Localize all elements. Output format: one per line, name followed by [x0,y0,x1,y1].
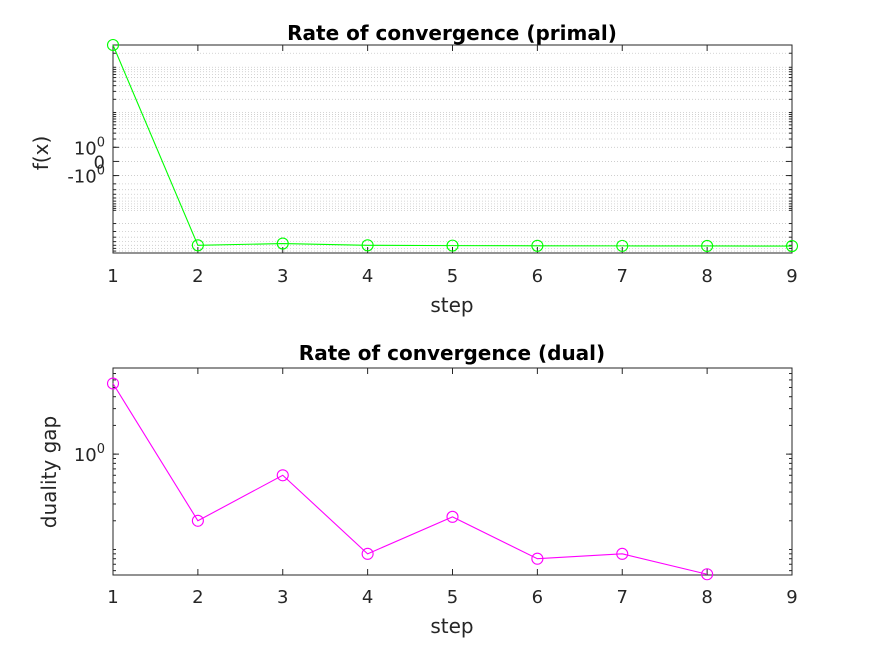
x-tick-label: 2 [192,587,203,608]
data-point [701,568,714,581]
data-point [361,239,374,252]
primal-series [106,38,799,253]
x-tick-label: 6 [532,587,543,608]
data-point [785,239,799,253]
dual-axes: 1 2 3 4 5 6 7 8 9 100 Rate of convergence (dual)… [37,341,798,638]
dual-x-tick-labels: 1 2 3 4 5 6 7 8 9 [107,587,797,608]
primal-x-tick-labels: 1 2 3 4 5 6 7 8 9 [107,266,797,287]
series-line [112,44,793,247]
data-point [616,547,629,560]
data-point [276,469,289,482]
data-point [446,510,459,523]
primal-x-axis-label: step [430,293,473,317]
x-tick-label: 9 [786,587,797,608]
data-point [531,552,544,565]
data-point [106,377,120,390]
data-point [616,239,629,252]
primal-chart-title: Rate of convergence (primal) [287,21,617,45]
data-point [106,38,120,52]
x-tick-label: 3 [277,266,288,287]
x-tick-label: 5 [447,266,458,287]
x-tick-label: 6 [532,266,543,287]
x-tick-label: 4 [362,587,373,608]
data-point [191,514,204,527]
data-point [531,239,544,252]
series-line [112,383,708,575]
data-point [446,239,459,252]
primal-y-axis-label: f(x) [29,136,53,170]
primal-plot-frame [112,44,793,254]
dual-y-axis-label: duality gap [37,416,61,528]
x-tick-label: 8 [701,266,712,287]
dual-y-tick-labels: 100 [74,442,105,466]
x-tick-label: 2 [192,266,203,287]
y-tick-label: 0 [94,152,105,173]
x-tick-label: 4 [362,266,373,287]
x-tick-label: 8 [701,587,712,608]
data-point [361,547,374,560]
data-point [191,239,204,252]
dual-x-axis-label: step [430,614,473,638]
x-tick-label: 1 [107,266,118,287]
data-point [701,239,714,253]
x-tick-label: 7 [617,587,628,608]
data-point [276,237,289,250]
primal-grid [113,44,792,252]
x-tick-label: 9 [786,266,797,287]
y-tick-label: -100 [67,164,105,188]
dual-plot-frame [112,367,793,576]
y-tick-label: 100 [74,135,105,159]
x-tick-label: 3 [277,587,288,608]
dual-series [106,377,714,581]
x-tick-label: 7 [617,266,628,287]
dual-tick-marks [112,367,793,575]
y-tick-label: 100 [74,442,105,466]
primal-tick-marks [112,44,793,253]
x-tick-label: 5 [447,587,458,608]
x-tick-label: 1 [107,587,118,608]
dual-chart-title: Rate of convergence (dual) [299,341,605,365]
